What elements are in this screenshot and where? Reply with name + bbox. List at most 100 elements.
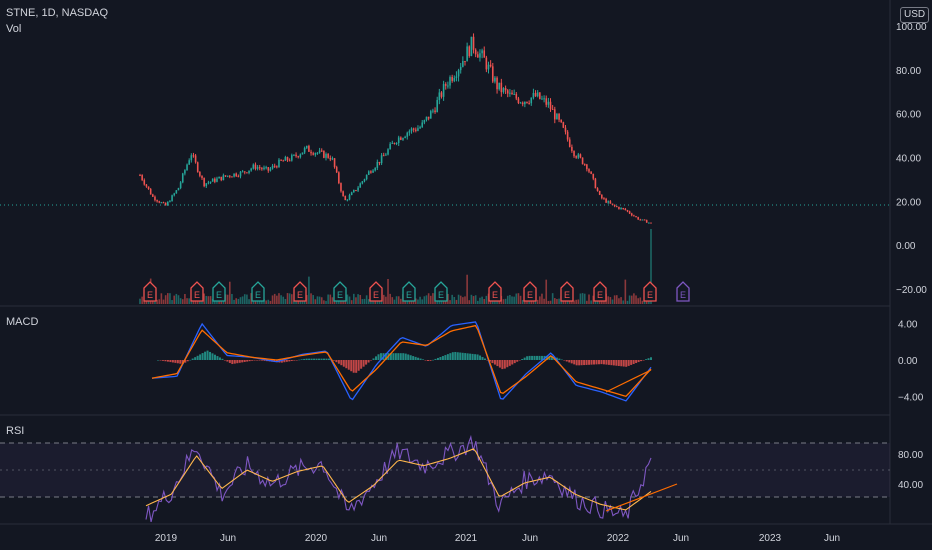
earnings-marker[interactable]: E: [251, 281, 265, 302]
price-tick-label[interactable]: 60.00: [896, 110, 921, 121]
symbol-title[interactable]: STNE, 1D, NASDAQ: [6, 7, 109, 19]
currency-badge[interactable]: USD: [900, 7, 930, 23]
price-tick-label[interactable]: 40.00: [896, 154, 921, 165]
price-candle: [397, 137, 400, 143]
price-candle: [412, 128, 415, 130]
price-tick-label[interactable]: 100.00: [896, 22, 927, 33]
earnings-marker[interactable]: E: [488, 281, 502, 302]
time-tick-label[interactable]: 2019: [155, 533, 178, 544]
price-tick-label[interactable]: −20.00: [896, 285, 927, 296]
earnings-marker[interactable]: E: [369, 281, 383, 302]
earnings-marker[interactable]: E: [643, 281, 657, 302]
volume-bar: [256, 300, 259, 304]
time-tick-label[interactable]: Jun: [371, 533, 387, 544]
price-candle: [173, 193, 176, 196]
time-tick-label[interactable]: Jun: [673, 533, 689, 544]
volume-bar: [637, 298, 639, 304]
macd-histogram-bar: [308, 358, 311, 360]
macd-histogram-bar: [241, 360, 244, 363]
price-candle: [451, 77, 453, 81]
macd-tick-label[interactable]: 4.00: [898, 320, 918, 331]
price-candle: [601, 194, 603, 199]
price-tick-label[interactable]: 0.00: [896, 241, 916, 252]
price-axis[interactable]: 100.00 80.00 60.00 40.00 20.00 0.00 −20.00: [896, 22, 927, 296]
price-candle: [258, 167, 261, 169]
macd-histogram-bar: [422, 359, 425, 360]
macd-histogram-bar: [357, 360, 360, 371]
macd-histogram-bar: [389, 353, 392, 360]
price-candle: [207, 182, 210, 184]
macd-histogram-bar: [157, 360, 159, 361]
price-candle: [284, 157, 287, 161]
earnings-marker[interactable]: E: [523, 281, 537, 302]
macd-axis[interactable]: 4.00 0.00 −4.00: [898, 320, 924, 404]
price-tick-label[interactable]: 20.00: [896, 197, 921, 208]
time-tick-label[interactable]: Jun: [824, 533, 840, 544]
macd-histogram-bar: [171, 360, 174, 363]
price-candle: [592, 173, 595, 179]
signal-line[interactable]: [151, 324, 652, 398]
macd-histogram-bar: [196, 355, 199, 360]
price-candle: [338, 172, 340, 184]
volume-bar: [457, 294, 460, 304]
volume-bar: [329, 294, 332, 304]
rsi-ma-line[interactable]: [145, 448, 652, 511]
price-tick-label[interactable]: 80.00: [896, 66, 921, 77]
rsi-trendline[interactable]: [605, 483, 678, 512]
earnings-marker[interactable]: E: [593, 281, 607, 302]
macd-tick-label[interactable]: −4.00: [898, 392, 924, 403]
price-candle: [571, 146, 573, 151]
time-tick-label[interactable]: 2021: [455, 533, 478, 544]
macd-trendline[interactable]: [605, 369, 652, 393]
earnings-marker[interactable]: E: [293, 281, 307, 302]
earnings-marker[interactable]: E: [333, 281, 347, 302]
volume-bar: [158, 299, 161, 304]
macd-histogram-bar: [469, 353, 472, 360]
rsi-tick-label[interactable]: 80.00: [898, 450, 923, 461]
volume-bar: [415, 298, 417, 304]
macd-tick-label[interactable]: 0.00: [898, 356, 918, 367]
macd-histogram-bar: [488, 360, 491, 362]
price-candle: [303, 147, 306, 153]
price-candle: [308, 145, 310, 152]
earnings-marker[interactable]: E: [143, 281, 157, 302]
earnings-marker[interactable]: E: [560, 281, 574, 302]
time-tick-label[interactable]: 2023: [759, 533, 782, 544]
volume-bar: [609, 297, 612, 304]
earnings-marker[interactable]: E: [190, 281, 204, 302]
volume-bar: [648, 300, 650, 304]
macd-pane-label[interactable]: MACD: [6, 316, 39, 328]
volume-label[interactable]: Vol: [6, 23, 22, 35]
time-tick-label[interactable]: Jun: [220, 533, 236, 544]
time-axis[interactable]: 2019 Jun 2020 Jun 2021 Jun 2022 Jun 2023 Jun: [155, 533, 840, 544]
rsi-axis[interactable]: 80.00 40.00: [898, 450, 923, 491]
price-candle: [323, 150, 325, 158]
volume-bar: [598, 299, 601, 304]
earnings-marker[interactable]: E: [676, 281, 690, 302]
macd-histogram-bar: [555, 357, 558, 360]
time-tick-label[interactable]: Jun: [522, 533, 538, 544]
time-tick-label[interactable]: 2020: [305, 533, 328, 544]
volume-bar: [209, 296, 212, 304]
rsi-pane-label[interactable]: RSI: [6, 425, 25, 437]
volume-bar: [630, 295, 633, 304]
volume-bar: [425, 295, 428, 304]
time-tick-label[interactable]: 2022: [607, 533, 630, 544]
price-candle: [156, 200, 158, 202]
macd-histogram-bar: [466, 353, 469, 360]
rsi-line[interactable]: [145, 434, 652, 523]
volume-bar: [203, 293, 205, 304]
earnings-marker[interactable]: E: [212, 281, 226, 302]
volume-bar: [164, 295, 167, 304]
macd-line[interactable]: [151, 321, 652, 402]
price-candle: [344, 196, 347, 201]
macd-histogram-bar: [360, 360, 363, 369]
earnings-marker[interactable]: E: [434, 281, 448, 302]
macd-histogram-bar: [446, 354, 449, 360]
rsi-tick-label[interactable]: 40.00: [898, 480, 923, 491]
earnings-marker[interactable]: E: [402, 281, 416, 302]
volume-bar: [539, 296, 541, 304]
macd-histogram-bar: [384, 353, 387, 360]
volume-bar: [481, 296, 483, 304]
